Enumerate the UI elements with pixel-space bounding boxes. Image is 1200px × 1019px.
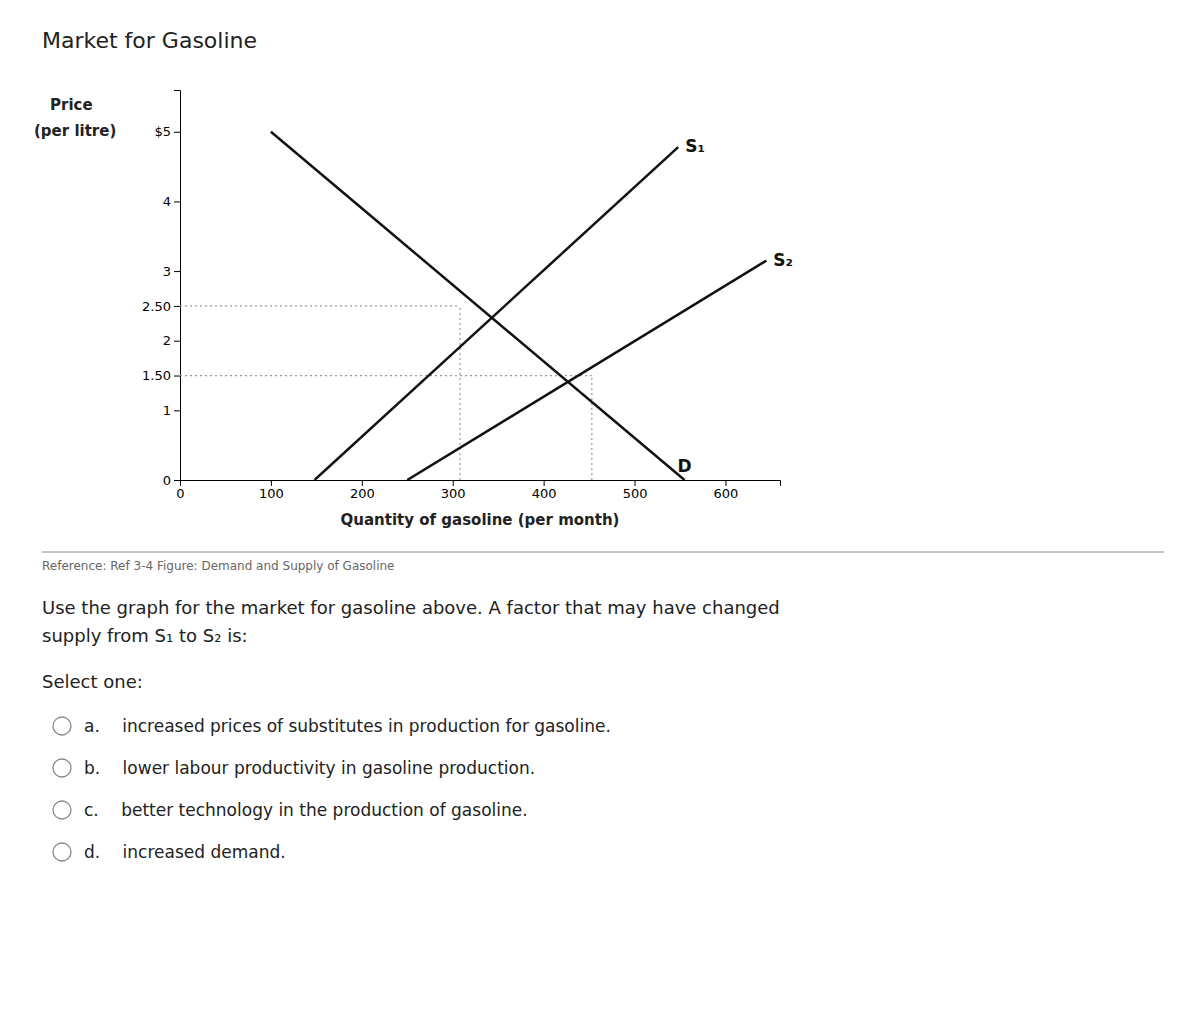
tick: 1 [163, 403, 180, 418]
tick-label: 4 [163, 194, 171, 209]
curve-label: S₂ [773, 250, 793, 270]
tick-mark [362, 480, 363, 486]
tick-label: 0 [176, 486, 184, 501]
x-axis-title: Quantity of gasoline (per month) [341, 511, 620, 529]
radio-button[interactable] [53, 717, 71, 735]
option-text: b. lower labour productivity in gasoline… [84, 758, 535, 778]
tick: 2 [163, 333, 180, 348]
tick: 0 [163, 473, 180, 488]
axis-domain [181, 481, 781, 487]
tick-mark [174, 271, 180, 272]
question-text: Use the graph for the market for gasolin… [42, 597, 780, 618]
tick: 100 [259, 480, 284, 501]
tick-label: 1 [163, 403, 171, 418]
guide-line [459, 306, 460, 480]
axis-domain [174, 91, 181, 481]
tick: 600 [714, 480, 739, 501]
reference: Reference: Ref 3-4 Figure: Demand and Su… [42, 559, 395, 573]
tick: $5 [154, 124, 180, 139]
tick: 0 [176, 480, 184, 501]
tick-label: 400 [532, 486, 557, 501]
tick-mark [174, 480, 180, 481]
tick: 2.50 [142, 299, 180, 314]
tick-label: 0 [163, 473, 171, 488]
tick-label: 300 [441, 486, 466, 501]
tick-label: $5 [154, 124, 171, 139]
tick-mark [544, 480, 545, 486]
select-label: Select one: [42, 671, 143, 692]
tick-label: 500 [623, 486, 648, 501]
radio-button[interactable] [53, 801, 71, 819]
tick: 200 [350, 480, 375, 501]
tick-label: 100 [259, 486, 284, 501]
tick-mark [174, 341, 180, 342]
y-axis-title: (per litre) [34, 122, 116, 140]
question-text: supply from S₁ to S₂ is: [42, 625, 248, 646]
tick-label: 600 [714, 486, 739, 501]
curve [315, 147, 679, 480]
option-text: a. increased prices of substitutes in pr… [84, 716, 611, 736]
tick-mark [725, 480, 726, 486]
curve-labels: D S₁ S₂ [677, 136, 793, 476]
curve [407, 261, 766, 480]
guide-line [180, 375, 592, 376]
tick: 400 [532, 480, 557, 501]
title: Market for Gasoline [42, 28, 257, 53]
tick: 3 [163, 264, 180, 279]
curve-label: S₁ [685, 136, 705, 156]
curve-label: D [677, 456, 691, 476]
tick: 4 [163, 194, 180, 209]
tick-label: 1.50 [142, 368, 171, 383]
option-text: c. better technology in the production o… [84, 800, 528, 820]
tick: 500 [623, 480, 648, 501]
guide-line [591, 376, 592, 480]
tick-mark [271, 480, 272, 486]
tick-label: 2.50 [142, 299, 171, 314]
tick-mark [174, 201, 180, 202]
plot-area [180, 132, 766, 480]
separator [42, 552, 1164, 553]
tick-mark [174, 306, 180, 307]
tick: 1.50 [142, 368, 180, 383]
x-axis: 0 100 200 300 400 500 600 [176, 480, 780, 501]
curve [271, 132, 685, 480]
radio-button[interactable] [53, 843, 71, 861]
tick-mark [635, 480, 636, 486]
y-axis: 0 1 1.50 2 2.50 3 4 $5 [142, 91, 180, 488]
tick-mark [174, 132, 180, 133]
option-text: d. increased demand. [84, 842, 286, 862]
guide-line [180, 305, 460, 306]
tick-label: 2 [163, 333, 171, 348]
tick-mark [453, 480, 454, 486]
page: Market for Gasoline 0 100 200 300 400 500 600 0 1… [0, 0, 1200, 1019]
tick: 300 [441, 480, 466, 501]
tick-label: 200 [350, 486, 375, 501]
tick-label: 3 [163, 264, 171, 279]
tick-mark [174, 376, 180, 377]
radio-button[interactable] [53, 759, 71, 777]
tick-mark [174, 410, 180, 411]
y-axis-title: Price [50, 96, 93, 114]
